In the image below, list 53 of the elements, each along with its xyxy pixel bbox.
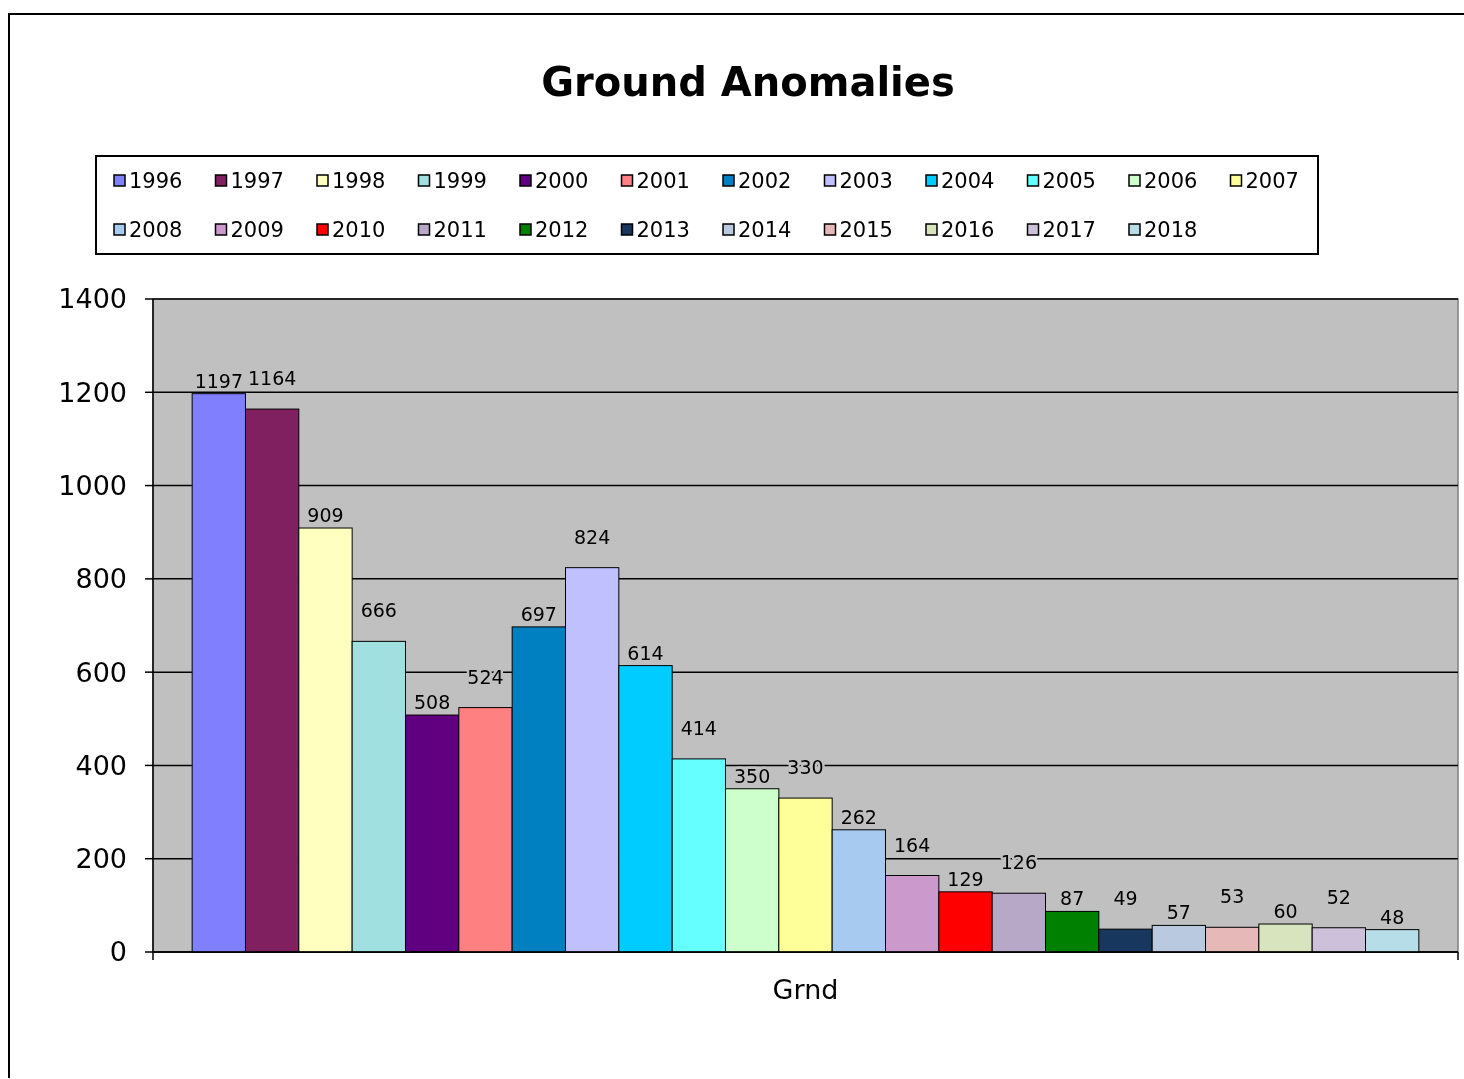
data-label: 164: [894, 833, 931, 856]
data-label: 57: [1166, 901, 1191, 924]
legend-label: 1996: [129, 169, 183, 193]
y-tick-label: 200: [75, 843, 127, 875]
legend-label: 2015: [839, 218, 893, 242]
data-label: 49: [1113, 887, 1138, 910]
data-label: 53: [1220, 885, 1245, 908]
y-tick-label: 0: [109, 936, 127, 968]
data-label: 697: [520, 602, 557, 625]
legend-label: 2009: [230, 218, 284, 242]
legend-label: 2013: [636, 218, 690, 242]
legend-label: 1999: [433, 169, 487, 193]
data-label: 614: [627, 641, 664, 664]
legend-label: 2006: [1144, 169, 1198, 193]
y-tick-label: 800: [75, 563, 127, 595]
legend-label: 2012: [535, 218, 589, 242]
legend-label: 1997: [230, 169, 284, 193]
legend-label: 1998: [332, 169, 386, 193]
legend-label: 2004: [941, 169, 995, 193]
legend-label: 2014: [738, 218, 792, 242]
legend-label: 2011: [433, 218, 487, 242]
data-label: 414: [680, 716, 717, 739]
y-tick-label: 600: [75, 656, 127, 688]
y-tick-label: 1400: [58, 283, 127, 315]
data-label: 129: [947, 867, 984, 890]
data-label: 666: [360, 599, 397, 622]
data-label: 87: [1060, 887, 1085, 910]
legend-label: 2018: [1144, 218, 1198, 242]
legend-label: 2001: [636, 169, 690, 193]
legend-label: 2003: [839, 169, 893, 193]
data-label: 1164: [247, 367, 297, 390]
data-label: 52: [1326, 885, 1351, 908]
x-tick-label: Grnd: [772, 974, 839, 1005]
data-label: 909: [307, 504, 344, 527]
y-tick-label: 1000: [58, 470, 127, 502]
y-tick-label: 400: [75, 749, 127, 781]
data-label: 60: [1273, 900, 1298, 923]
y-tick-label: 1200: [58, 376, 127, 408]
legend-label: 2008: [129, 218, 183, 242]
legend-label: 2017: [1042, 218, 1096, 242]
legend-label: 2016: [941, 218, 995, 242]
legend-label: 2010: [332, 218, 386, 242]
data-label: 350: [734, 764, 771, 787]
legend-label: 2007: [1245, 169, 1299, 193]
data-label: 262: [840, 805, 877, 828]
data-label: 48: [1380, 905, 1405, 928]
chart-title: Ground Anomalies: [541, 59, 955, 105]
data-label: 1197: [194, 369, 243, 392]
legend-label: 2005: [1042, 169, 1096, 193]
data-label: 508: [414, 691, 451, 714]
legend-label: 2000: [535, 169, 589, 193]
legend-label: 2002: [738, 169, 792, 193]
data-label: 824: [574, 525, 611, 548]
